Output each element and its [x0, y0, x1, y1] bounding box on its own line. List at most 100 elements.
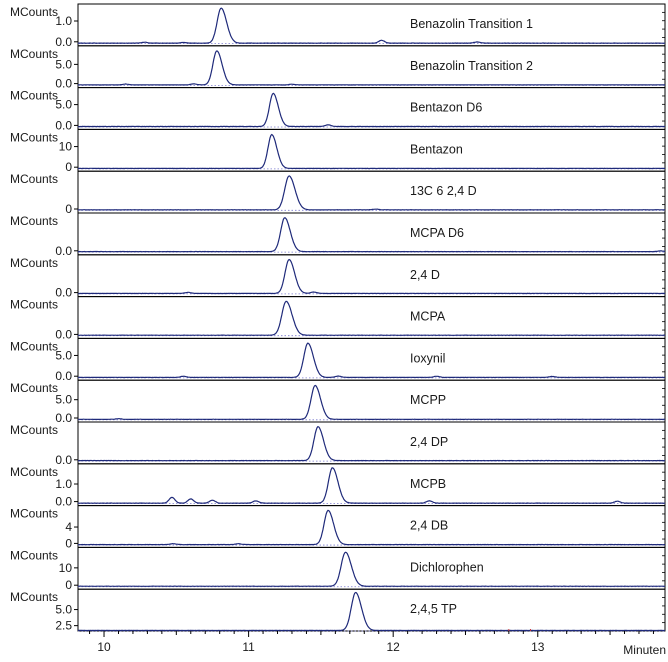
y-axis-label: MCounts	[10, 214, 58, 228]
panel-4: MCounts 0 13C 6 2,4 D	[10, 170, 666, 216]
y-axis-label: MCounts	[10, 381, 58, 395]
y-axis-label: MCounts	[10, 423, 58, 437]
chromatogram-trace	[77, 133, 665, 170]
chromatogram-trace	[78, 384, 666, 421]
panel-frame	[77, 170, 666, 214]
panel-frame	[77, 337, 666, 381]
chromatogram-trace	[78, 258, 665, 295]
compound-name: Benazolin Transition 2	[410, 59, 533, 73]
y-tick-label: 0.0	[55, 35, 72, 49]
y-tick-label: 0.0	[55, 495, 72, 509]
compound-name: MCPA	[410, 310, 446, 324]
y-tick-label: 0	[65, 536, 72, 550]
compound-name: 13C 6 2,4 D	[410, 184, 477, 198]
y-tick-label: 5.0	[55, 603, 72, 617]
chromatogram-trace	[77, 7, 665, 44]
chromatogram-trace	[77, 92, 666, 128]
x-tick-label: 12	[387, 640, 401, 654]
compound-name: Bentazon	[410, 142, 463, 156]
compound-name: 2,4 DB	[410, 519, 448, 533]
y-tick-label: 0.0	[55, 244, 72, 258]
y-axis-label: MCounts	[10, 298, 58, 312]
y-axis-label: MCounts	[10, 507, 58, 521]
y-axis-label: MCounts	[10, 465, 58, 479]
y-tick-label: 1.0	[55, 14, 72, 28]
panel-frame	[77, 505, 666, 548]
y-tick-label: 5.0	[55, 393, 72, 407]
panel-frame	[77, 463, 666, 507]
y-tick-label: 4	[65, 520, 72, 534]
panel-12: MCounts 4 0 2,4 DB	[10, 505, 666, 550]
y-tick-label: 0.0	[55, 286, 72, 300]
panel-frame	[77, 87, 666, 130]
y-axis-label: MCounts	[10, 5, 58, 19]
y-axis-label: MCounts	[10, 47, 58, 61]
y-tick-label: 5.0	[55, 348, 72, 362]
x-tick-label: 11	[242, 640, 255, 654]
panel-5: MCounts 0.0 MCPA D6	[10, 212, 666, 258]
chromatogram-trace	[78, 591, 666, 632]
y-axis-label: MCounts	[10, 548, 58, 562]
chromatogram-trace	[78, 175, 666, 211]
panel-frame	[77, 546, 666, 590]
y-tick-label: 5.0	[55, 98, 72, 112]
y-axis-label: MCounts	[10, 590, 58, 604]
y-tick-label: 0.0	[55, 369, 72, 383]
y-tick-label: 0.0	[55, 411, 72, 425]
x-tick-label: 13	[531, 640, 545, 654]
y-tick-label: 0.0	[55, 118, 72, 132]
compound-name: MCPA D6	[410, 226, 464, 240]
x-axis-label: Minuten	[623, 643, 666, 657]
panel-frame	[77, 254, 666, 298]
panel-frame	[77, 45, 666, 89]
y-tick-label: 0	[65, 160, 72, 174]
panel-frame	[77, 3, 666, 47]
panel-frame	[77, 588, 666, 632]
compound-name: Dichlorophen	[410, 560, 484, 574]
y-tick-label: 0.0	[55, 77, 72, 91]
y-axis-label: MCounts	[10, 172, 58, 186]
y-tick-label: 0.0	[55, 453, 72, 467]
y-tick-label: 2.5	[55, 619, 72, 633]
compound-name: Ioxynil	[410, 351, 445, 365]
y-axis-label: MCounts	[10, 89, 58, 103]
y-tick-label: 1.0	[55, 477, 72, 491]
y-tick-label: 10	[59, 140, 73, 154]
chromatogram-trace	[78, 342, 666, 379]
chromatogram-trace	[77, 300, 666, 336]
chromatogram-trace	[77, 217, 666, 253]
y-axis-label: MCounts	[10, 256, 58, 270]
panel-7: MCounts 0.0 MCPA	[10, 296, 666, 341]
y-tick-label: 0.0	[55, 327, 72, 341]
chromatogram-trace	[78, 509, 666, 546]
panel-frame	[77, 296, 666, 339]
x-tick-label: 10	[97, 640, 111, 654]
panel-frame	[77, 379, 666, 423]
compound-name: MCPP	[410, 393, 446, 407]
compound-name: Benazolin Transition 1	[410, 17, 533, 31]
y-axis-label: MCounts	[10, 130, 58, 144]
panel-frame	[77, 128, 666, 172]
panel-frame	[77, 421, 666, 465]
chromatogram-trace	[78, 426, 665, 462]
chromatogram-trace	[77, 551, 666, 587]
compound-name: MCPB	[410, 477, 446, 491]
compound-name: 2,4,5 TP	[410, 602, 457, 616]
compound-name: 2,4 D	[410, 268, 440, 282]
y-tick-label: 10	[59, 561, 73, 575]
panel-6: MCounts 0.0 2,4 D	[10, 254, 666, 300]
y-axis-label: MCounts	[10, 339, 58, 353]
y-tick-label: 5.0	[55, 57, 72, 71]
panel-10: MCounts 0.0 2,4 DP	[10, 421, 666, 467]
compound-name: 2,4 DP	[410, 435, 448, 449]
x-axis: 10 11 12 13 Minuten	[89, 629, 666, 657]
